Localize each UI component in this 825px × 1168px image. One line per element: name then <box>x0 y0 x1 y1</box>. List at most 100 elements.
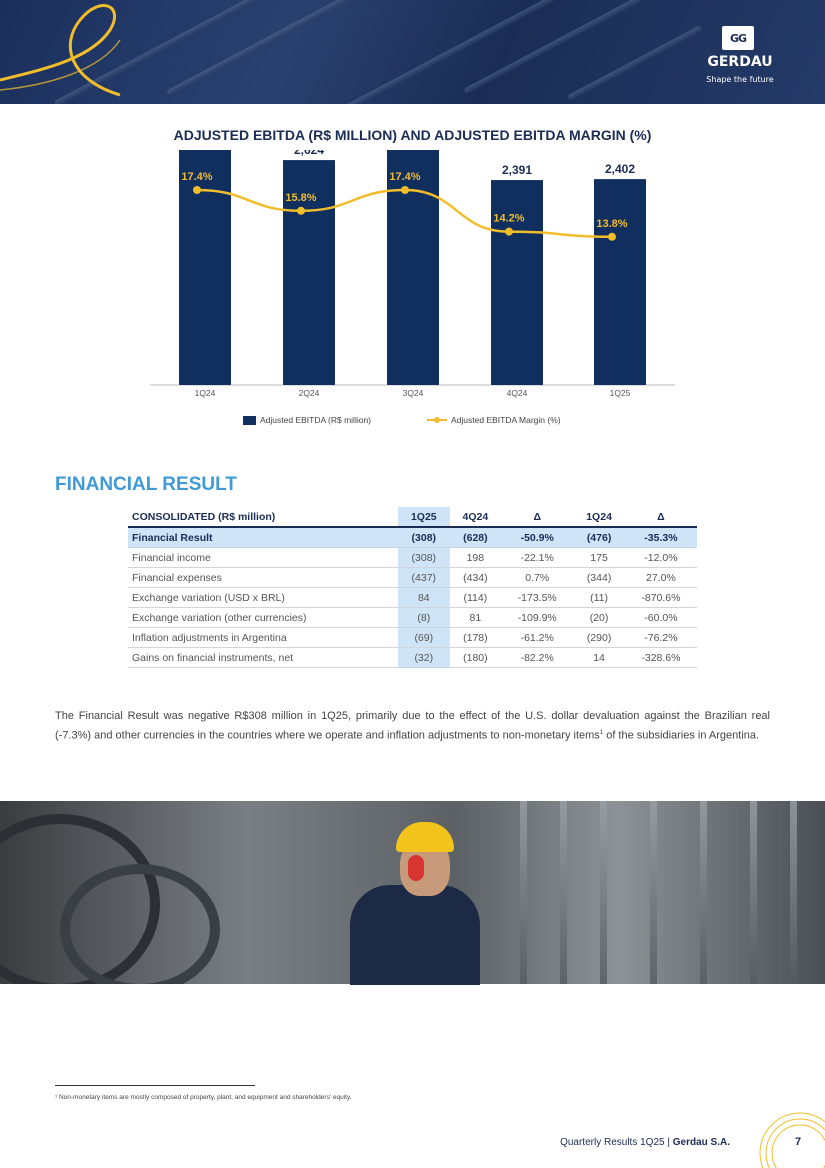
footnote-ref: 1 <box>599 730 604 736</box>
ebitda-bar <box>387 150 439 385</box>
table-cell: 27.0% <box>624 567 697 588</box>
ebitda-bar <box>594 179 646 385</box>
footer-report: Quarterly Results 1Q25 <box>560 1137 665 1148</box>
financial-result-paragraph: The Financial Result was negative R$308 … <box>55 708 770 745</box>
x-tick-label: 2Q24 <box>299 388 320 398</box>
table-cell: -22.1% <box>501 547 574 568</box>
footnote: ¹ Non-monetary items are mostly composed… <box>55 1094 352 1101</box>
table-cell: (20) <box>573 607 625 628</box>
hanging-wire <box>560 801 567 984</box>
ebitda-chart: 2,8131Q242,6242Q243,0163Q242,3914Q242,40… <box>150 150 675 398</box>
financial-result-table: CONSOLIDATED (R$ million) 1Q25 4Q24 Δ 1Q… <box>128 507 697 668</box>
x-tick-label: 3Q24 <box>403 388 424 398</box>
table-cell: (114) <box>449 587 502 608</box>
ebitda-bar <box>283 160 335 385</box>
margin-point <box>401 186 409 194</box>
paragraph-text: The Financial Result was negative R$308 … <box>55 710 770 742</box>
table-cell: (178) <box>449 627 502 648</box>
legend-item-bar: Adjusted EBITDA (R$ million) <box>243 415 371 425</box>
legend-bar-label: Adjusted EBITDA (R$ million) <box>260 415 372 425</box>
table-cell: -61.2% <box>501 627 574 648</box>
table-row: Financial income (308) 198 -22.1% 175 -12.0% <box>128 547 697 568</box>
chart-legend: Adjusted EBITDA (R$ million) Adjusted EB… <box>243 415 561 425</box>
legend-line-swatch <box>427 417 448 423</box>
bar-data-label: 2,624 <box>294 150 324 157</box>
table-cell: (180) <box>449 647 502 668</box>
table-cell: 84 <box>398 587 450 608</box>
margin-point <box>193 186 201 194</box>
table-cell: (69) <box>398 627 450 648</box>
table-cell: Exchange variation (USD x BRL) <box>128 587 398 608</box>
margin-data-label: 17.4% <box>389 171 420 183</box>
table-cell: (290) <box>573 627 625 648</box>
legend-bar-swatch <box>243 415 256 425</box>
worker-figure <box>350 885 480 985</box>
table-cell: Exchange variation (other currencies) <box>128 607 398 628</box>
logo-glyph: GG <box>729 31 747 45</box>
hanging-wire <box>700 801 707 984</box>
table-cell: -35.3% <box>624 527 697 548</box>
table-header: CONSOLIDATED (R$ million) <box>128 507 398 528</box>
table-row: Gains on financial instruments, net (32)(… <box>128 647 697 668</box>
bar-data-label: 2,402 <box>605 162 635 176</box>
legend-line-label: Adjusted EBITDA Margin (%) <box>451 415 561 425</box>
table-cell: Financial Result <box>128 527 398 548</box>
margin-data-label: 14.2% <box>493 213 524 225</box>
table-row: Financial Result (308) (628) -50.9% (476) -35… <box>128 527 697 548</box>
table-cell: -12.0% <box>624 547 697 568</box>
table-cell: (8) <box>398 607 450 628</box>
table-cell: -328.6% <box>624 647 697 668</box>
table-header: 1Q24 <box>573 507 625 528</box>
hanging-wire <box>600 801 607 984</box>
table-cell: Inflation adjustments in Argentina <box>128 627 398 648</box>
ebitda-bar <box>491 180 543 385</box>
table-cell: (32) <box>398 647 450 668</box>
brand-name: GERDAU <box>707 54 773 70</box>
header-banner <box>0 0 825 104</box>
rebar-graphic <box>567 25 703 101</box>
page-footer: Quarterly Results 1Q25 | Gerdau S.A. <box>560 1137 730 1148</box>
ebitda-bar <box>179 150 231 385</box>
rebar-graphic <box>314 0 566 104</box>
swirl-graphic <box>759 1112 825 1168</box>
table-cell: 81 <box>449 607 502 628</box>
table-cell: (434) <box>449 567 502 588</box>
table-cell: (628) <box>449 527 502 548</box>
table-row: Exchange variation (USD x BRL) 84 (114) -17… <box>128 587 697 608</box>
brand-tagline: Shape the future <box>706 75 774 84</box>
x-tick-label: 1Q24 <box>195 388 216 398</box>
table-cell: -870.6% <box>624 587 697 608</box>
paragraph-text-end: of the subsidiaries in Argentina. <box>603 729 760 742</box>
table-cell: Financial income <box>128 547 398 568</box>
table-cell: 0.7% <box>501 567 574 588</box>
margin-data-label: 17.4% <box>181 171 212 183</box>
hanging-wire <box>520 801 527 984</box>
table-cell: (11) <box>573 587 625 608</box>
table-cell: Gains on financial instruments, net <box>128 647 398 668</box>
table-cell: (308) <box>398 527 450 548</box>
wire-coil <box>60 864 220 984</box>
table-cell: (344) <box>573 567 625 588</box>
table-cell: -50.9% <box>501 527 574 548</box>
table-header: 1Q25 <box>398 507 450 528</box>
table-header: 4Q24 <box>449 507 502 528</box>
table-cell: (437) <box>398 567 450 588</box>
gerdau-logo: GG <box>722 26 754 50</box>
table-cell: Financial expenses <box>128 567 398 588</box>
chart-title: ADJUSTED EBITDA (R$ MILLION) AND ADJUSTE… <box>173 127 652 143</box>
table-cell: -76.2% <box>624 627 697 648</box>
hanging-wire <box>750 801 757 984</box>
table-cell: 14 <box>573 647 625 668</box>
table-header: Δ <box>624 507 697 528</box>
table-cell: -109.9% <box>501 607 574 628</box>
margin-data-label: 15.8% <box>285 192 316 204</box>
table-row: Exchange variation (other currencies) (8)… <box>128 607 697 628</box>
table-row: Inflation adjustments in Argentina (69) (1… <box>128 627 697 648</box>
table-cell: -60.0% <box>624 607 697 628</box>
x-tick-label: 1Q25 <box>610 388 631 398</box>
hanging-wire <box>790 801 797 984</box>
rebar-graphic <box>463 0 687 95</box>
margin-data-label: 13.8% <box>596 218 627 230</box>
section-title: FINANCIAL RESULT <box>55 474 237 495</box>
bar-data-label: 2,391 <box>502 163 532 177</box>
